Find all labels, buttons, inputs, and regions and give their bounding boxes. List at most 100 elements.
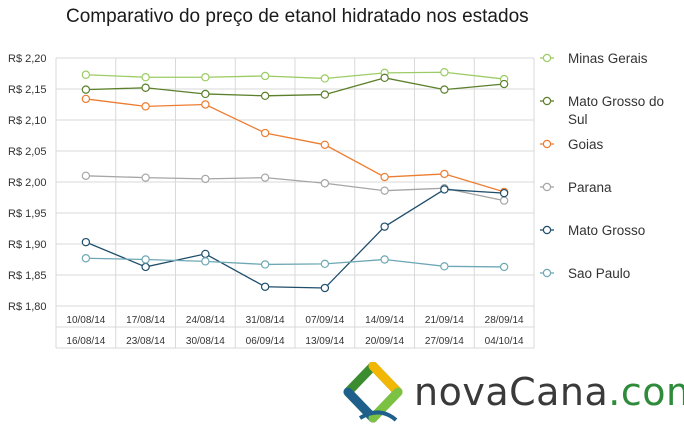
y-tick-label: R$ 2,15 [8,84,47,96]
data-point [141,102,150,111]
legend-marker [542,182,552,192]
legend-marker [542,53,552,63]
data-point [380,172,389,182]
legend-label: Minas Gerais [568,51,648,66]
y-axis-tick-labels: R$ 1,80 R$ 1,85 R$ 1,90 R$ 1,95 R$ 2,00 R$ 2,… [8,53,47,313]
legend-marker [542,268,552,278]
data-point [380,255,389,264]
y-tick-label: R$ 2,20 [8,53,47,65]
x-category-label-end: 16/08/14 [66,336,105,347]
data-point [320,140,330,149]
legend-label: Mato Grosso [568,223,645,238]
legend: Minas Gerais Mato Grosso do Sul Goias Parana… [540,51,664,281]
data-point [201,73,210,82]
data-point [499,79,509,89]
series-line [85,188,505,289]
grid-lines [55,57,535,349]
data-point [380,73,389,83]
y-tick-label: R$ 1,95 [8,208,47,220]
y-tick-label: R$ 1,90 [8,239,47,251]
y-tick-label: R$ 1,85 [8,270,47,282]
x-category-label-end: 23/08/14 [126,336,165,347]
logo-word: novaCana [414,370,609,414]
series-line [85,175,505,202]
data-point [81,94,91,104]
series-lines [85,71,505,289]
data-point [440,68,449,77]
data-point [260,173,270,182]
data-point [499,196,509,205]
novacana-logo: novaCana.com [340,361,684,428]
legend-marker [542,225,552,235]
x-category-label-start: 24/08/14 [186,315,225,326]
data-point [440,85,449,94]
x-axis-category-labels: 10/08/14 16/08/14 17/08/14 23/08/14 24/08/14… [66,315,524,347]
series-line [85,71,505,80]
series-line [85,77,505,97]
data-point [499,262,509,272]
data-point [320,283,330,293]
x-category-label-start: 14/09/14 [365,315,404,326]
data-point [440,262,449,271]
data-point [81,237,91,247]
y-tick-label: R$ 1,80 [8,301,47,313]
data-point [141,262,150,272]
y-tick-label: R$ 2,05 [8,146,47,158]
x-category-label-start: 10/08/14 [66,315,105,326]
x-category-label-start: 21/09/14 [425,315,464,326]
data-point [201,100,210,109]
x-category-label-end: 04/10/14 [485,336,524,347]
legend-marker [542,96,552,106]
data-point [201,249,210,259]
x-category-label-end: 06/09/14 [246,336,285,347]
data-point [81,70,91,79]
x-category-label-start: 07/09/14 [305,315,344,326]
legend-label: Parana [568,180,612,195]
data-point [201,174,210,184]
data-point [260,282,270,291]
logo-tld: .com [608,370,684,414]
data-point [141,173,150,182]
x-category-label-end: 20/09/14 [365,336,404,347]
data-point [320,259,330,269]
x-category-label-end: 27/09/14 [425,336,464,347]
data-point [201,257,210,266]
x-category-label-start: 17/08/14 [126,315,165,326]
data-point [260,71,270,81]
y-tick-label: R$ 2,10 [8,115,47,127]
chart-title: Comparativo do preço de etanol hidratado… [66,6,529,27]
legend-label: Mato Grosso do Sul [568,94,664,127]
data-point [320,90,330,99]
data-point [141,255,150,264]
novacana-logo-icon [343,361,403,423]
data-point [141,83,150,92]
x-category-label-start: 28/09/14 [485,315,524,326]
data-point [81,85,91,94]
data-point [499,188,509,198]
data-point [141,73,150,82]
data-point [260,128,270,138]
data-point [380,186,389,195]
data-point [260,260,270,269]
data-point [320,74,330,83]
data-point [440,169,449,179]
data-point [201,89,210,99]
y-tick-label: R$ 2,00 [8,177,47,189]
legend-marker [542,139,552,149]
data-point [440,185,449,194]
data-point [81,171,91,180]
line-chart: R$ 1,80 R$ 1,85 R$ 1,90 R$ 1,95 R$ 2,00 R$ 2,… [8,51,664,349]
data-point [320,179,330,188]
x-category-label-end: 30/08/14 [186,336,225,347]
x-category-label-start: 31/08/14 [246,315,285,326]
data-point [81,254,91,263]
novacana-logo-text: novaCana.com [414,370,684,414]
series-line [85,98,505,193]
series-points [81,68,509,293]
data-point [260,91,270,101]
data-point [380,222,389,231]
x-category-label-end: 13/09/14 [305,336,344,347]
legend-label: Sao Paulo [568,266,630,281]
legend-label: Goias [568,137,604,152]
series-line [85,257,505,268]
